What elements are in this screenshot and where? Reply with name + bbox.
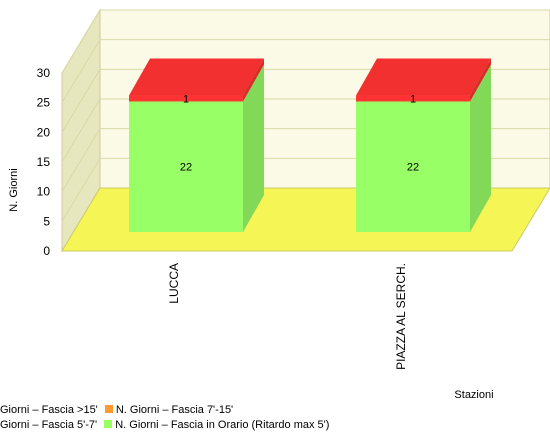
gridline: [61, 9, 550, 74]
bar-side: [243, 58, 264, 102]
y-tick-label: 5: [43, 214, 50, 228]
x-categories: LUCCA PIAZZA AL SERCH.: [167, 263, 408, 370]
data-label: 22: [407, 162, 419, 174]
legend-swatch-fascia-in-orario: [104, 420, 113, 428]
y-tick-label: 25: [37, 96, 51, 110]
bar-segment: [129, 101, 243, 232]
y-axis-label: N. Giorni: [8, 168, 20, 211]
legend-swatch-fascia-7-15: [104, 405, 113, 413]
legend-text-fascia-in-orario: N. Giorni – Fascia in Orario (Ritardo ma…: [115, 419, 330, 431]
bar-segment: [129, 95, 243, 102]
gridline: [61, 39, 550, 103]
data-label: 22: [180, 162, 192, 174]
legend-text-fascia-15: Giorni – Fascia >15': [0, 404, 98, 416]
bar-side: [470, 58, 491, 102]
bar-segment: [356, 101, 470, 232]
x-axis-label: Stazioni: [454, 389, 493, 400]
bar-side: [243, 64, 264, 232]
legend-text-fascia-5-7: Giorni – Fascia 5'-7': [0, 419, 98, 431]
y-tick-label: 10: [37, 185, 51, 199]
y-tick-label: 0: [43, 244, 50, 258]
chart-area: 22 1 22 1 0 5 10 15 20 25 30 LUCCA PIAZZA AL SERCH…: [8, 8, 550, 400]
legend-row-1: Giorni – Fascia >15' N. Giorni – Fascia …: [0, 403, 329, 418]
data-label: 1: [410, 94, 416, 106]
legend-text-fascia-7-15: N. Giorni – Fascia 7'-15': [115, 404, 234, 416]
x-category-label: PIAZZA AL SERCH.: [394, 263, 408, 370]
bar-segment: [356, 95, 470, 102]
y-ticks: 0 5 10 15 20 25 30: [37, 66, 51, 258]
y-tick-label: 20: [37, 125, 51, 139]
data-label: 1: [183, 94, 189, 106]
bar-top: [129, 58, 264, 96]
legend-row-2: Giorni – Fascia 5'-7' N. Giorni – Fascia…: [0, 418, 329, 433]
bar-top: [356, 58, 491, 96]
legend: Giorni – Fascia >15' N. Giorni – Fascia …: [0, 403, 329, 433]
x-category-label: LUCCA: [167, 263, 181, 304]
y-tick-label: 15: [37, 155, 51, 169]
bars: 22 1 22 1: [129, 58, 491, 232]
bar-side: [470, 64, 491, 232]
y-tick-label: 30: [37, 66, 51, 80]
